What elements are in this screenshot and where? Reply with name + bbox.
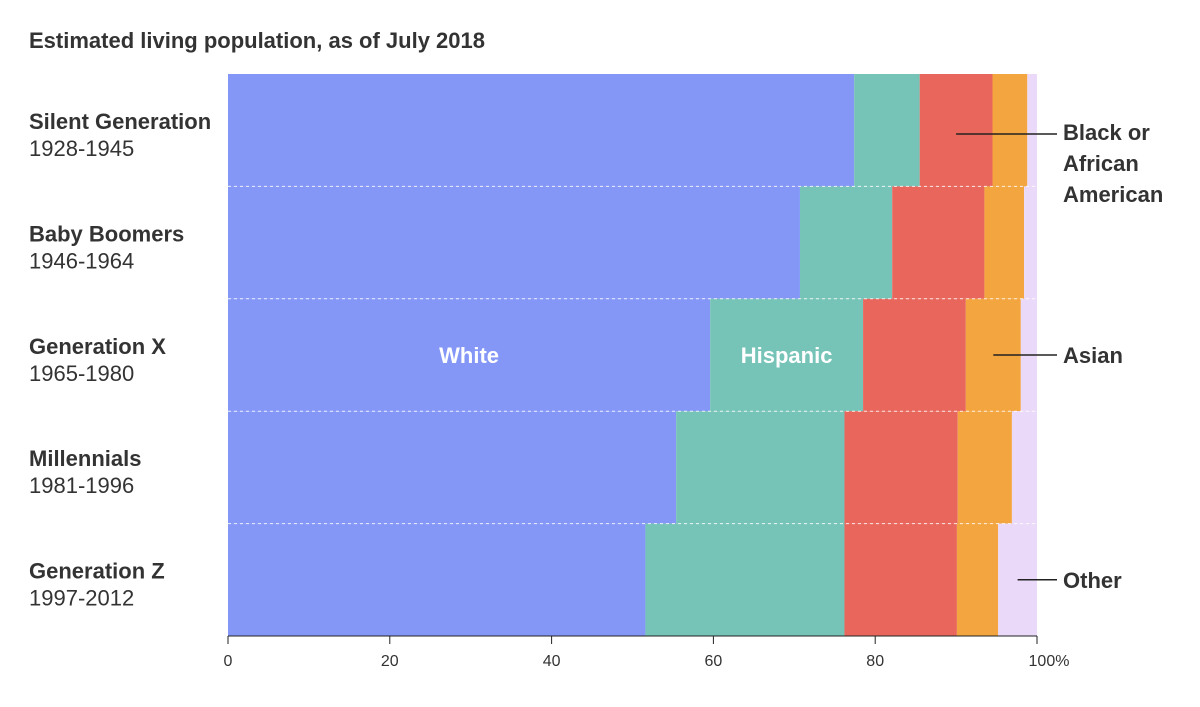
- bar-black-or-african-american-baby-boomers: [892, 186, 985, 299]
- category-label-generation-x: Generation X: [29, 334, 166, 359]
- annotations: White Hispanic Black or African American Asia…: [439, 120, 1163, 593]
- bar-other-millennials: [1011, 411, 1037, 524]
- bar-other-silent-generation: [1027, 74, 1037, 187]
- x-tick-label-0: 0: [224, 653, 233, 670]
- bar-white-baby-boomers: [228, 186, 800, 299]
- x-tick-label-20: 20: [381, 653, 399, 670]
- x-tick-label-80: 80: [866, 653, 884, 670]
- bar-black-or-african-american-millennials: [844, 411, 958, 524]
- bars-layer: [228, 74, 1037, 636]
- bar-asian-millennials: [957, 411, 1012, 524]
- callout-label-other: Other: [1063, 568, 1122, 593]
- callout-label-african: African: [1063, 151, 1139, 176]
- category-years-generation-z: 1997-2012: [29, 586, 134, 611]
- callout-label-black-or: Black or: [1063, 120, 1150, 145]
- bar-white-generation-z: [228, 523, 646, 636]
- x-tick-label-60: 60: [705, 653, 723, 670]
- bar-label-white: White: [439, 343, 499, 368]
- bar-hispanic-millennials: [676, 411, 845, 524]
- category-label-baby-boomers: Baby Boomers: [29, 221, 184, 246]
- bar-hispanic-generation-x: [710, 298, 864, 412]
- category-years-silent-generation: 1928-1945: [29, 136, 134, 161]
- bar-hispanic-silent-generation: [854, 74, 920, 187]
- callout-label-asian: Asian: [1063, 343, 1123, 368]
- bar-white-generation-x: [228, 298, 711, 412]
- bar-black-or-african-american-generation-z: [844, 523, 957, 636]
- bar-white-silent-generation: [228, 74, 855, 187]
- bar-asian-silent-generation: [992, 74, 1028, 187]
- bar-label-hispanic: Hispanic: [741, 343, 833, 368]
- category-label-millennials: Millennials: [29, 446, 141, 471]
- bar-hispanic-generation-z: [645, 523, 845, 636]
- bar-black-or-african-american-generation-x: [863, 298, 966, 412]
- category-years-millennials: 1981-1996: [29, 473, 134, 498]
- x-axis: 0 20 40 60 80 100%: [224, 635, 1070, 670]
- category-years-generation-x: 1965-1980: [29, 361, 134, 386]
- chart-title: Estimated living population, as of July …: [29, 28, 485, 53]
- x-tick-label-100: 100%: [1029, 653, 1070, 670]
- category-label-silent-generation: Silent Generation: [29, 109, 211, 134]
- category-label-generation-z: Generation Z: [29, 559, 165, 584]
- x-tick-label-40: 40: [543, 653, 561, 670]
- bar-hispanic-baby-boomers: [799, 186, 893, 299]
- callout-label-american: American: [1063, 182, 1163, 207]
- row-separators: [228, 185, 1037, 525]
- bar-other-baby-boomers: [1024, 186, 1037, 299]
- bar-black-or-african-american-silent-generation: [919, 74, 993, 187]
- bar-asian-generation-z: [956, 523, 999, 636]
- category-years-baby-boomers: 1946-1964: [29, 248, 134, 273]
- bar-asian-baby-boomers: [984, 186, 1025, 299]
- bar-white-millennials: [228, 411, 677, 524]
